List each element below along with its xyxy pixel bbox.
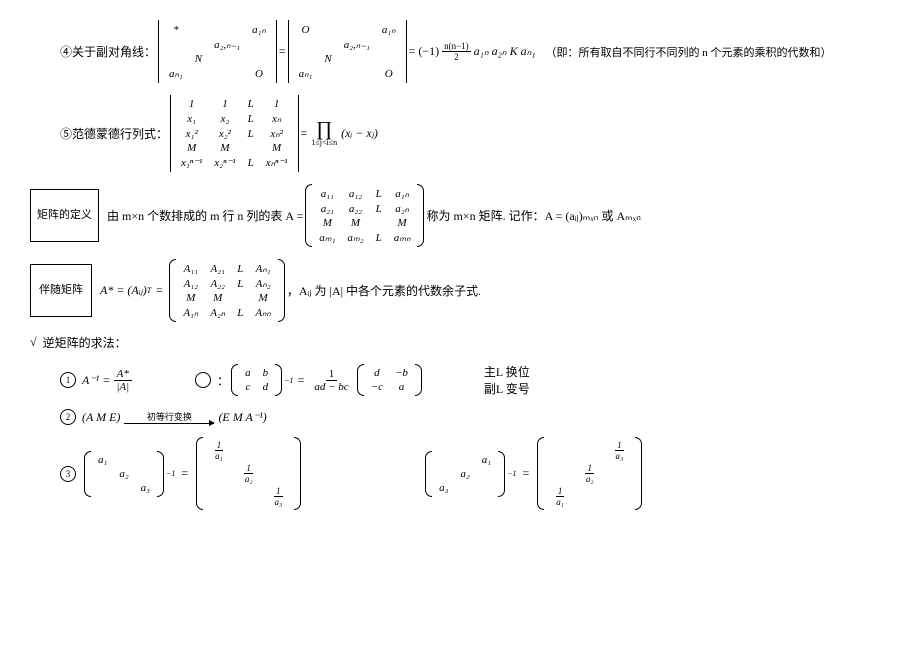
inv3-dR: 1a₃ 1a₂ 1a₁ — [537, 437, 642, 510]
inv3-mL: a₁ a₂ a₃ — [84, 451, 164, 497]
inv1-sup: −1 — [284, 376, 293, 385]
section-anti-diagonal: ④关于副对角线： *a₁ₙ a₂,ₙ₋₁ N aₙ₁O = Oa₁ₙ a₂,ₙ₋… — [30, 20, 890, 83]
sec4-det2: Oa₁ₙ a₂,ₙ₋₁ N aₙ₁O — [288, 20, 407, 83]
mdef-post: 称为 m×n 矩阵. 记作：A = (aᵢⱼ)ₘₓₙ 或 Aₘₓₙ — [426, 207, 640, 224]
section-vandermonde: ⑤范德蒙德行列式： 11L1 x₁x₂Lxₙ x₁²x₂²Lxₙ² MMM x₁… — [30, 95, 890, 172]
section-matrix-def: 矩阵的定义 由 m×n 个数排成的 m 行 n 列的表 A = a₁₁a₁₂La… — [30, 184, 890, 247]
inv1-notes: 主L 换位 副L 变号 — [484, 363, 530, 397]
inv3-supL: −1 — [166, 469, 175, 478]
inverse-title: 逆矩阵的求法： — [43, 334, 127, 351]
sec4-note: （即：所有取自不同行不同列的 n 个元素的乘积的代数和） — [546, 44, 832, 60]
mdef-box: 矩阵的定义 — [30, 189, 99, 242]
inv3-supR: −1 — [507, 469, 516, 478]
circ-1: 1 — [60, 372, 76, 388]
inverse-title-row: √ 逆矩阵的求法： — [30, 334, 890, 351]
mdef-pre: 由 m×n 个数排成的 m 行 n 列的表 A = — [107, 207, 303, 224]
circ-3: 3 — [60, 466, 76, 482]
adj-box: 伴随矩阵 — [30, 264, 92, 317]
eq-sign-1: = — [279, 44, 286, 59]
inv1-m22: ab cd — [231, 364, 282, 396]
inv1-m22b: d−b −ca — [357, 364, 422, 396]
inverse-method-3: 3 a₁ a₂ a₃ −1 = 1a₁ 1a₂ 1a₃ a₁ a₂ a₃ −1 … — [60, 437, 890, 510]
inv3-eq2: = — [522, 466, 529, 481]
sec4-label: ④关于副对角线： — [60, 43, 156, 60]
sec4-rhs: = (−1) n(n−1)2 a₁ₙ a₂ₙ K aₙ₁ — [409, 41, 536, 62]
sec5-det: 11L1 x₁x₂Lxₙ x₁²x₂²Lxₙ² MMM x₁ⁿ⁻¹x₂ⁿ⁻¹Lx… — [170, 95, 299, 172]
section-adjugate: 伴随矩阵 A* = (Aᵢⱼ)T = A₁₁A₂₁LAₙ₁ A₁₂A₂₂LAₙ₂… — [30, 259, 890, 322]
sec4-det1: *a₁ₙ a₂,ₙ₋₁ N aₙ₁O — [158, 20, 277, 83]
inverse-method-1: 1 A⁻¹ = A* |A| ： ab cd −1 = 1 ad − bc d−… — [60, 363, 890, 397]
inv3-eq1: = — [181, 466, 188, 481]
inv1-frac2: 1 ad − bc — [311, 368, 351, 393]
adj-lhs: A* = (Aᵢⱼ)T = — [100, 283, 167, 298]
check-icon: √ — [30, 335, 37, 350]
inv2-arrow: 初等行变换 — [124, 410, 214, 424]
sec5-body: (xᵢ − xⱼ) — [341, 126, 378, 141]
adj-tail: ，Aᵢⱼ 为 |A| 中各个元素的代数余子式. — [287, 282, 481, 299]
circ-2: 2 — [60, 409, 76, 425]
eq-sign-2: = — [301, 126, 308, 141]
inv1-lhs: A⁻¹ = — [82, 373, 110, 388]
circ-1b — [195, 372, 211, 388]
inv3-dL: 1a₁ 1a₂ 1a₃ — [196, 437, 301, 510]
product-symbol: ∏ 1≤j<i≤n — [311, 120, 337, 147]
inv1-frac: A* |A| — [113, 368, 132, 393]
inverse-method-2: 2 (A M E) 初等行变换 (E M A⁻¹) — [60, 409, 890, 425]
inv1-colon: ： — [217, 372, 229, 389]
inv2-lhs: (A M E) — [82, 410, 120, 425]
mdef-matrix: a₁₁a₁₂La₁ₙ a₂₁a₂₂La₂ₙ MMM aₘ₁aₘ₂Laₘₙ — [305, 184, 424, 247]
adj-matrix: A₁₁A₂₁LAₙ₁ A₁₂A₂₂LAₙ₂ MMM A₁ₙA₂ₙLAₙₙ — [169, 259, 285, 322]
sec5-label: ⑤范德蒙德行列式： — [60, 125, 168, 142]
inv1-eq: = — [298, 373, 305, 388]
inv3-mR: a₁ a₂ a₃ — [425, 451, 505, 497]
inv2-rhs: (E M A⁻¹) — [218, 410, 266, 425]
